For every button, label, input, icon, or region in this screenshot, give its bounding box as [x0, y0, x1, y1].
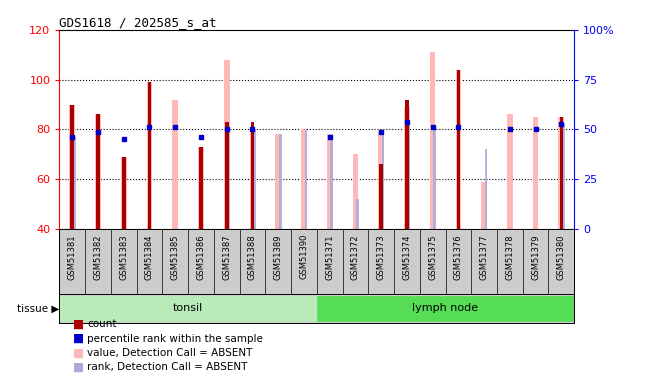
Bar — [275, 134, 281, 229]
Bar — [224, 60, 230, 229]
Text: GSM51390: GSM51390 — [300, 234, 308, 279]
Bar — [148, 82, 151, 229]
Bar — [331, 137, 333, 229]
Text: GSM51387: GSM51387 — [222, 234, 231, 280]
Bar — [404, 107, 410, 229]
Bar — [562, 124, 565, 229]
Text: rank, Detection Call = ABSENT: rank, Detection Call = ABSENT — [87, 362, 248, 372]
Bar — [560, 117, 563, 229]
Text: ■: ■ — [73, 332, 84, 345]
Bar — [434, 127, 436, 229]
Text: GSM51384: GSM51384 — [145, 234, 154, 279]
Bar — [558, 117, 564, 229]
Text: GSM51383: GSM51383 — [119, 234, 128, 280]
Text: GSM51379: GSM51379 — [531, 234, 540, 279]
Bar — [378, 132, 384, 229]
Text: tissue ▶: tissue ▶ — [17, 303, 59, 313]
Bar — [95, 114, 101, 229]
Bar — [121, 157, 127, 229]
Bar — [305, 129, 308, 229]
Bar — [69, 105, 75, 229]
Bar — [301, 129, 307, 229]
Bar — [249, 129, 255, 229]
Text: GSM51371: GSM51371 — [325, 234, 334, 279]
Text: GSM51382: GSM51382 — [94, 234, 102, 279]
Bar — [172, 100, 178, 229]
Text: count: count — [87, 320, 117, 329]
Text: GSM51388: GSM51388 — [248, 234, 257, 280]
Bar — [352, 154, 358, 229]
Text: GSM51372: GSM51372 — [351, 234, 360, 279]
Bar — [405, 100, 409, 229]
Bar — [147, 82, 152, 229]
Text: tonsil: tonsil — [173, 303, 203, 313]
Text: ■: ■ — [73, 346, 84, 359]
Bar — [59, 296, 317, 321]
Bar — [507, 114, 513, 229]
Text: GSM51375: GSM51375 — [428, 234, 437, 279]
Text: GSM51376: GSM51376 — [454, 234, 463, 280]
Bar — [356, 199, 359, 229]
Bar — [71, 105, 74, 229]
Bar — [457, 70, 460, 229]
Text: value, Detection Call = ABSENT: value, Detection Call = ABSENT — [87, 348, 253, 358]
Bar — [198, 147, 204, 229]
Text: GSM51385: GSM51385 — [171, 234, 180, 279]
Bar — [253, 129, 256, 229]
Text: GSM51377: GSM51377 — [480, 234, 488, 280]
Bar — [485, 149, 488, 229]
Bar — [408, 122, 411, 229]
Text: GSM51381: GSM51381 — [68, 234, 77, 279]
Bar — [96, 114, 100, 229]
Bar — [251, 122, 254, 229]
Bar — [225, 122, 228, 229]
Bar — [199, 147, 203, 229]
Bar — [73, 137, 76, 229]
Text: GSM51374: GSM51374 — [403, 234, 411, 279]
Text: GSM51378: GSM51378 — [506, 234, 514, 280]
Bar — [327, 134, 333, 229]
Bar — [533, 117, 539, 229]
Text: GSM51380: GSM51380 — [557, 234, 566, 279]
Bar — [481, 182, 487, 229]
Bar — [279, 134, 282, 229]
Text: GSM51389: GSM51389 — [274, 234, 282, 279]
Text: ■: ■ — [73, 361, 84, 374]
Bar — [455, 70, 461, 229]
Text: GSM51386: GSM51386 — [197, 234, 205, 280]
Bar — [317, 296, 574, 321]
Text: GDS1618 / 202585_s_at: GDS1618 / 202585_s_at — [59, 16, 217, 29]
Bar — [430, 53, 436, 229]
Bar — [228, 129, 230, 229]
Bar — [122, 157, 125, 229]
Bar — [382, 132, 385, 229]
Text: ■: ■ — [73, 318, 84, 331]
Bar — [379, 164, 383, 229]
Text: lymph node: lymph node — [412, 303, 478, 313]
Text: GSM51373: GSM51373 — [377, 234, 385, 280]
Text: percentile rank within the sample: percentile rank within the sample — [87, 334, 263, 344]
